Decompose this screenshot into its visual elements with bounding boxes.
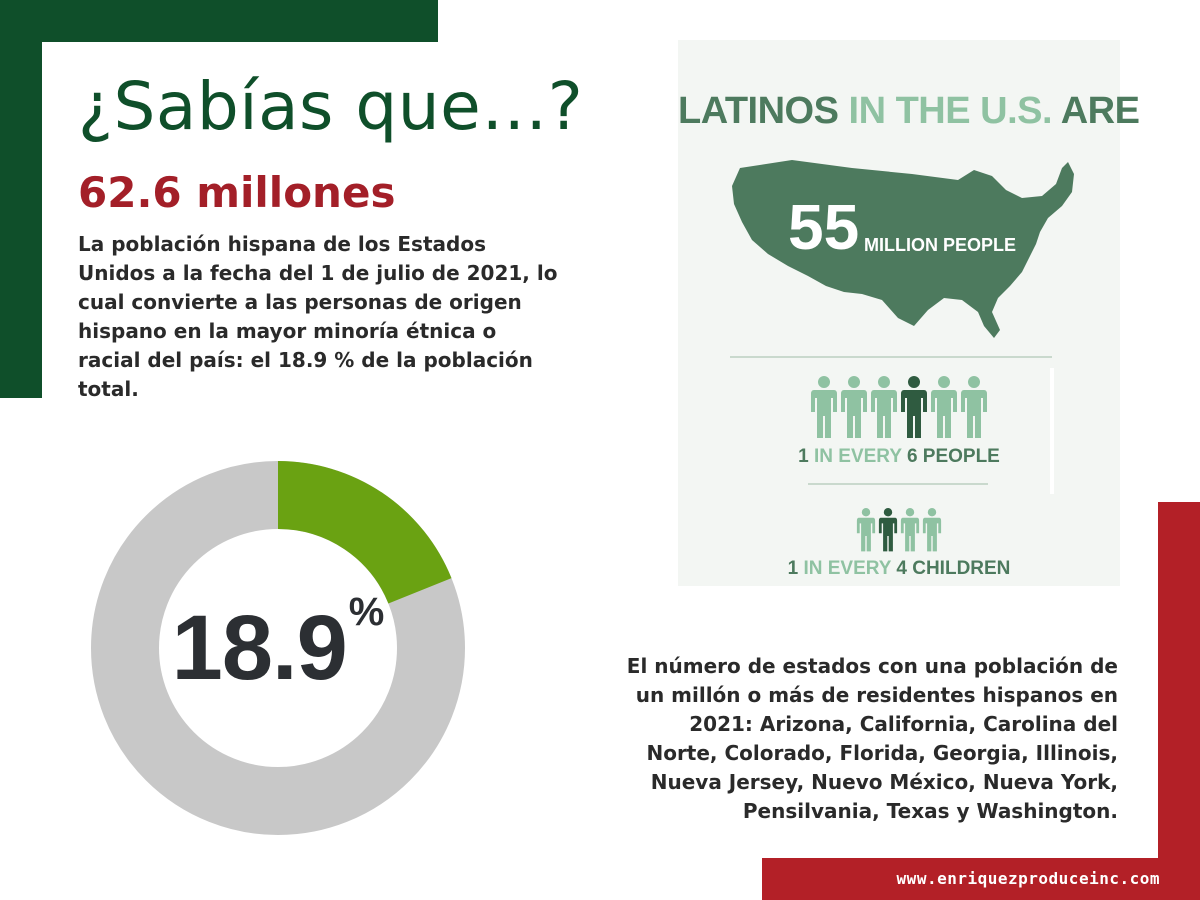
divider-2: [808, 483, 988, 485]
donut-highlight-arc: [91, 461, 465, 835]
donut-value: 18.9: [171, 596, 348, 699]
child-icon: [900, 508, 920, 552]
map-subtitle: MILLION PEOPLE: [864, 235, 1017, 255]
us-map-icon: [732, 160, 1074, 338]
stat-people-in-every: IN EVERY: [814, 446, 902, 467]
person-icon: [841, 376, 867, 438]
child-icon: [856, 508, 876, 552]
green-left-bar: [0, 0, 42, 398]
heading-in-the-us: IN THE U.S.: [848, 90, 1053, 132]
heading-latinos: LATINOS: [678, 90, 839, 132]
green-top-bar: [0, 0, 438, 42]
children-icon-row: [856, 508, 942, 552]
person-icon: [871, 376, 897, 438]
people-icon-row: [811, 376, 987, 438]
stat-children: 1 IN EVERY 4 CHILDREN: [678, 558, 1120, 580]
stat-children-total: 4 CHILDREN: [896, 558, 1011, 579]
latinos-infographic: LATINOS IN THE U.S. ARE 55 MILLION PEOPL…: [678, 40, 1140, 586]
stat-people-count: 1: [798, 446, 809, 467]
stat-children-count: 1: [787, 558, 799, 579]
page-title: ¿Sabías que…?: [78, 68, 584, 145]
donut-label: 18.9%: [90, 460, 466, 836]
population-description: La población hispana de los Estados Unid…: [78, 232, 558, 401]
red-right-bar: [1158, 502, 1200, 900]
person-icon: [931, 376, 957, 438]
population-number: 62.6 millones: [78, 168, 396, 217]
stat-people: 1 IN EVERY 6 PEOPLE: [678, 446, 1120, 468]
person-icon: [811, 376, 837, 438]
heading-are: ARE: [1060, 90, 1140, 132]
person-icon: [961, 376, 987, 438]
child-icon: [922, 508, 942, 552]
website-url: www.enriquezproduceinc.com: [896, 869, 1160, 888]
infographic-heading: LATINOS IN THE U.S. ARE: [678, 90, 1140, 133]
stat-people-total: 6 PEOPLE: [906, 446, 1000, 467]
person-highlighted-icon: [901, 376, 927, 438]
red-bottom-bar: [762, 858, 1200, 900]
divider-1: [730, 356, 1052, 358]
percentage-donut-chart: [91, 461, 465, 835]
stat-children-in-every: IN EVERY: [803, 558, 892, 579]
child-highlighted-icon: [878, 508, 898, 552]
map-number: 55: [788, 191, 860, 263]
vertical-divider: [1050, 368, 1054, 494]
donut-unit: %: [348, 590, 385, 634]
states-paragraph: El número de estados con una población d…: [626, 654, 1118, 823]
